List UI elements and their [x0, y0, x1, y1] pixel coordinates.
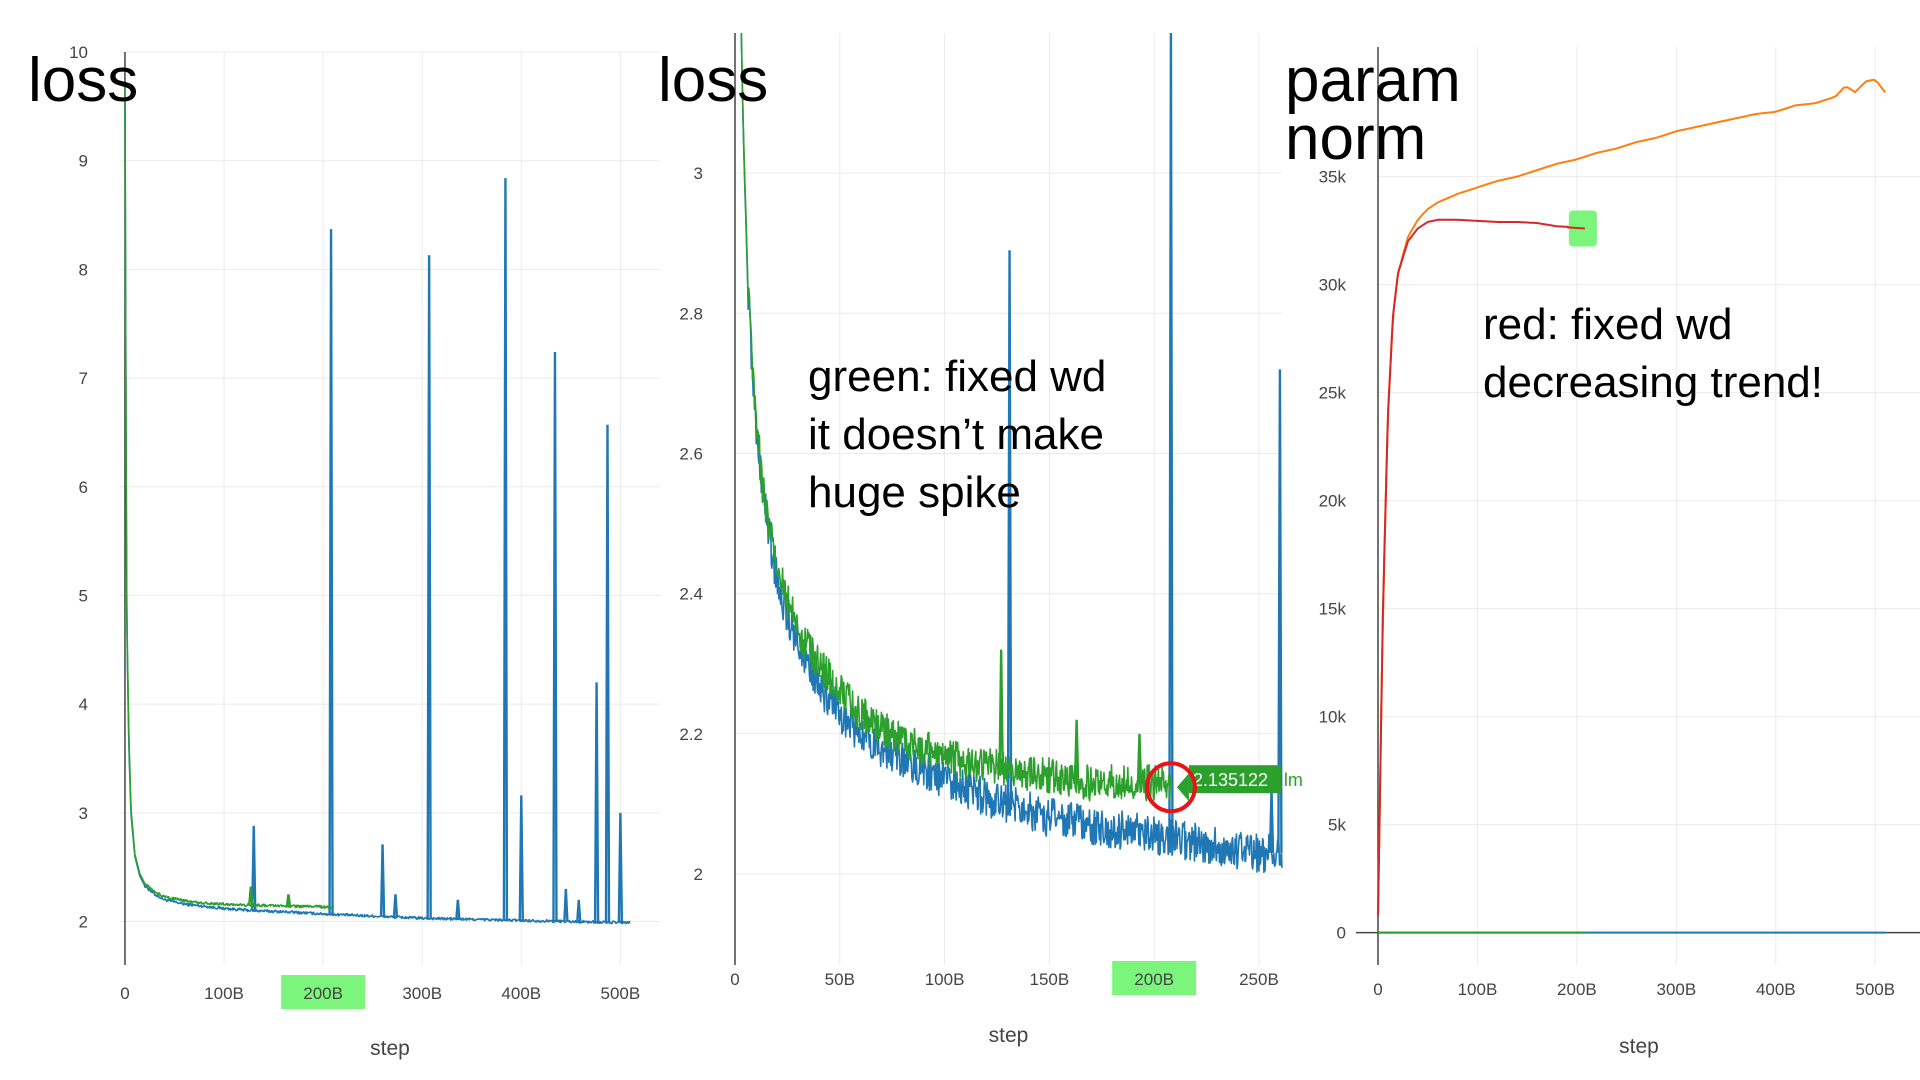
series-blue-spike — [251, 825, 257, 911]
right-title: param norm — [1285, 46, 1461, 173]
y-tick-label: 10k — [1319, 708, 1347, 727]
series-red-line — [1377, 218, 1586, 916]
highlighted-tick-box — [1112, 961, 1197, 995]
series-green-spike — [285, 894, 292, 907]
y-tick-label: 2 — [694, 865, 703, 884]
series-green-line — [124, 84, 332, 910]
y-tick-label: 0 — [1337, 924, 1346, 943]
middle-title: loss — [658, 46, 769, 115]
x-tick-label: 50B — [825, 970, 855, 989]
x-tick-label: 150B — [1030, 970, 1070, 989]
series-blue-line — [124, 95, 631, 925]
x-tick-label: 400B — [501, 984, 541, 1003]
x-tick-label: 300B — [1656, 980, 1696, 999]
red-circle-annotation — [1144, 761, 1197, 814]
y-tick-label: 2.4 — [679, 585, 703, 604]
y-tick-label: 2 — [79, 913, 88, 932]
y-tick-label: 2.8 — [679, 304, 703, 323]
y-tick-label: 3 — [694, 164, 703, 183]
x-tick-label: 400B — [1756, 980, 1796, 999]
series-blue-spike — [518, 795, 524, 921]
series-blue-spike — [455, 899, 461, 920]
y-tick-label: 8 — [79, 260, 88, 279]
x-tick-label: 500B — [601, 984, 641, 1003]
x-tick-label: 0 — [1373, 980, 1382, 999]
y-tick-label: 35k — [1319, 168, 1347, 187]
series-blue-spike — [379, 844, 386, 917]
series-blue-spike — [1168, 33, 1174, 839]
series-blue-spike — [552, 351, 558, 922]
x-tick-label: 300B — [402, 984, 442, 1003]
series-blue-spike — [502, 178, 509, 921]
y-tick-label: 2.6 — [679, 444, 703, 463]
loss-chart-middle: 2 2.2 2.4 2.6 2.8 3 0 50B 100B 150B 200B 250B step 2.… — [679, 33, 1303, 1047]
hover-series-label: lm — [1284, 770, 1303, 790]
y-tick-label: 5k — [1328, 816, 1346, 835]
x-tick-label: 250B — [1239, 970, 1279, 989]
series-green-line — [740, 33, 1172, 802]
x-tick-label: 100B — [925, 970, 965, 989]
series-blue-spike — [604, 424, 611, 923]
x-tick-label: 0 — [730, 970, 739, 989]
right-note: red: fixed wd decreasing trend! — [1483, 300, 1823, 407]
series-blue-spike — [617, 812, 624, 923]
hover-value-label: 2.135122 — [1193, 770, 1268, 790]
series-blue-spike — [1006, 250, 1013, 805]
y-tick-label: 3 — [79, 804, 88, 823]
y-tick-label: 2.2 — [679, 725, 703, 744]
x-axis-title: step — [989, 1024, 1029, 1047]
series-orange-line — [1377, 78, 1886, 916]
x-axis-title: step — [1619, 1035, 1659, 1058]
y-tick-label: 15k — [1319, 600, 1347, 619]
param-norm-chart: 0 5k 10k 15k 20k 25k 30k 35k 0 100B 200B 300B 400B 50… — [1319, 47, 1920, 1058]
series-blue-spike — [593, 682, 600, 923]
y-tick-label: 7 — [79, 369, 88, 388]
x-tick-label: 200B — [1557, 980, 1597, 999]
y-tick-label: 30k — [1319, 276, 1347, 295]
x-axis-title: step — [370, 1037, 410, 1060]
highlighted-tick-box — [281, 975, 366, 1009]
y-tick-label: 5 — [79, 586, 88, 605]
loss-chart-left: 2 3 4 5 6 7 8 9 10 0 100B 200B 300B 400B 500B step — [69, 43, 660, 1060]
x-tick-label: 0 — [120, 984, 129, 1003]
x-tick-label: 200B — [303, 984, 343, 1003]
x-tick-label: 100B — [1458, 980, 1498, 999]
hover-pointer — [1176, 773, 1189, 802]
series-green-spike — [1073, 719, 1080, 781]
x-tick-label: 500B — [1855, 980, 1895, 999]
series-green-spike — [1136, 733, 1143, 783]
y-tick-label: 6 — [79, 478, 88, 497]
series-blue-spike — [1277, 369, 1283, 853]
series-blue-spike — [563, 888, 569, 922]
series-green-spike — [998, 649, 1004, 768]
hover-label-box — [1188, 765, 1281, 794]
x-tick-label: 100B — [204, 984, 244, 1003]
y-tick-label: 10 — [69, 43, 88, 62]
left-title: loss — [28, 46, 139, 115]
y-tick-label: 25k — [1319, 384, 1347, 403]
y-tick-label: 20k — [1319, 492, 1347, 511]
y-tick-label: 9 — [79, 152, 88, 171]
middle-note: green: fixed wd it doesn’t make huge spi… — [808, 352, 1107, 517]
series-blue-spike — [426, 255, 432, 919]
series-blue-spike — [576, 899, 582, 922]
series-blue-spike — [328, 229, 334, 915]
x-tick-label: 200B — [1134, 970, 1174, 989]
series-green-spike — [248, 886, 254, 906]
y-tick-label: 4 — [79, 695, 88, 714]
series-blue-spike — [392, 894, 399, 918]
